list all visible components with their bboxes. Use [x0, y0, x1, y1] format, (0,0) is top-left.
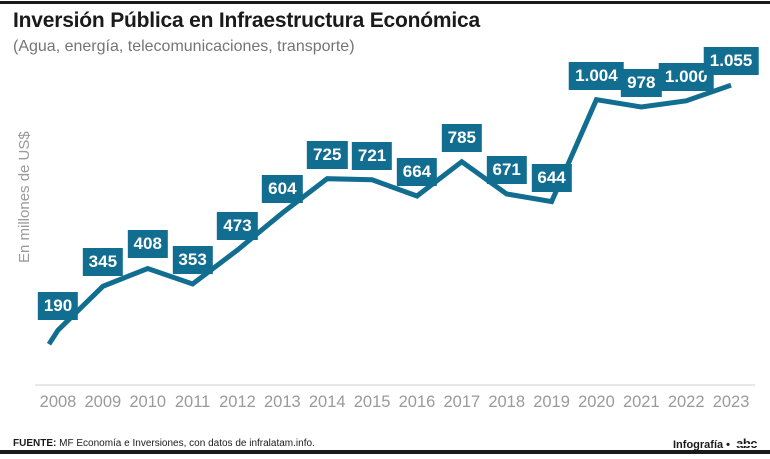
credit-note: Infografía • abc — [673, 436, 757, 451]
credit-text: Infografía • — [673, 439, 731, 451]
year-label: 2017 — [443, 393, 481, 411]
year-label: 2008 — [39, 393, 77, 411]
value-label: 1.004 — [569, 61, 624, 90]
page-title: Inversión Pública en Infraestructura Eco… — [13, 9, 480, 32]
value-label: 721 — [351, 141, 393, 170]
source-label: FUENTE: — [13, 438, 57, 449]
value-label: 345 — [82, 248, 124, 277]
year-label: 2012 — [219, 393, 256, 411]
value-label: 408 — [127, 230, 168, 259]
value-label: 644 — [531, 163, 572, 192]
value-label: 725 — [307, 140, 348, 169]
page-subtitle: (Agua, energía, telecomunicaciones, tran… — [13, 38, 355, 55]
value-label: 1.055 — [703, 47, 759, 76]
year-label: 2019 — [533, 393, 570, 411]
source-text: MF Economía e Inversiones, con datos de … — [56, 438, 315, 449]
x-axis-line — [35, 384, 755, 386]
year-label: 2016 — [398, 393, 436, 411]
value-label: 353 — [172, 246, 213, 275]
year-label: 2015 — [353, 393, 391, 411]
bottom-divider — [0, 450, 770, 454]
year-label: 2020 — [578, 393, 615, 411]
year-label: 2018 — [488, 393, 526, 411]
value-label: 473 — [217, 212, 258, 241]
chart-line — [46, 82, 732, 346]
value-label: 671 — [486, 155, 527, 184]
year-label: 2011 — [174, 393, 211, 411]
source-note: FUENTE: MF Economía e Inversiones, con d… — [13, 438, 315, 449]
year-label: 2010 — [129, 393, 167, 411]
value-label: 664 — [396, 157, 438, 186]
year-label: 2014 — [308, 393, 346, 411]
year-label: 2021 — [622, 393, 660, 411]
year-label: 2013 — [263, 393, 301, 411]
year-label: 2022 — [667, 393, 705, 411]
value-label: 978 — [621, 69, 662, 98]
year-label: 2009 — [84, 393, 122, 411]
value-label: 190 — [37, 292, 79, 321]
year-label: 2023 — [712, 393, 750, 411]
top-divider — [0, 1, 770, 4]
abc-logo: abc — [736, 436, 757, 451]
value-label: 785 — [441, 123, 483, 152]
value-label: 604 — [262, 174, 303, 203]
